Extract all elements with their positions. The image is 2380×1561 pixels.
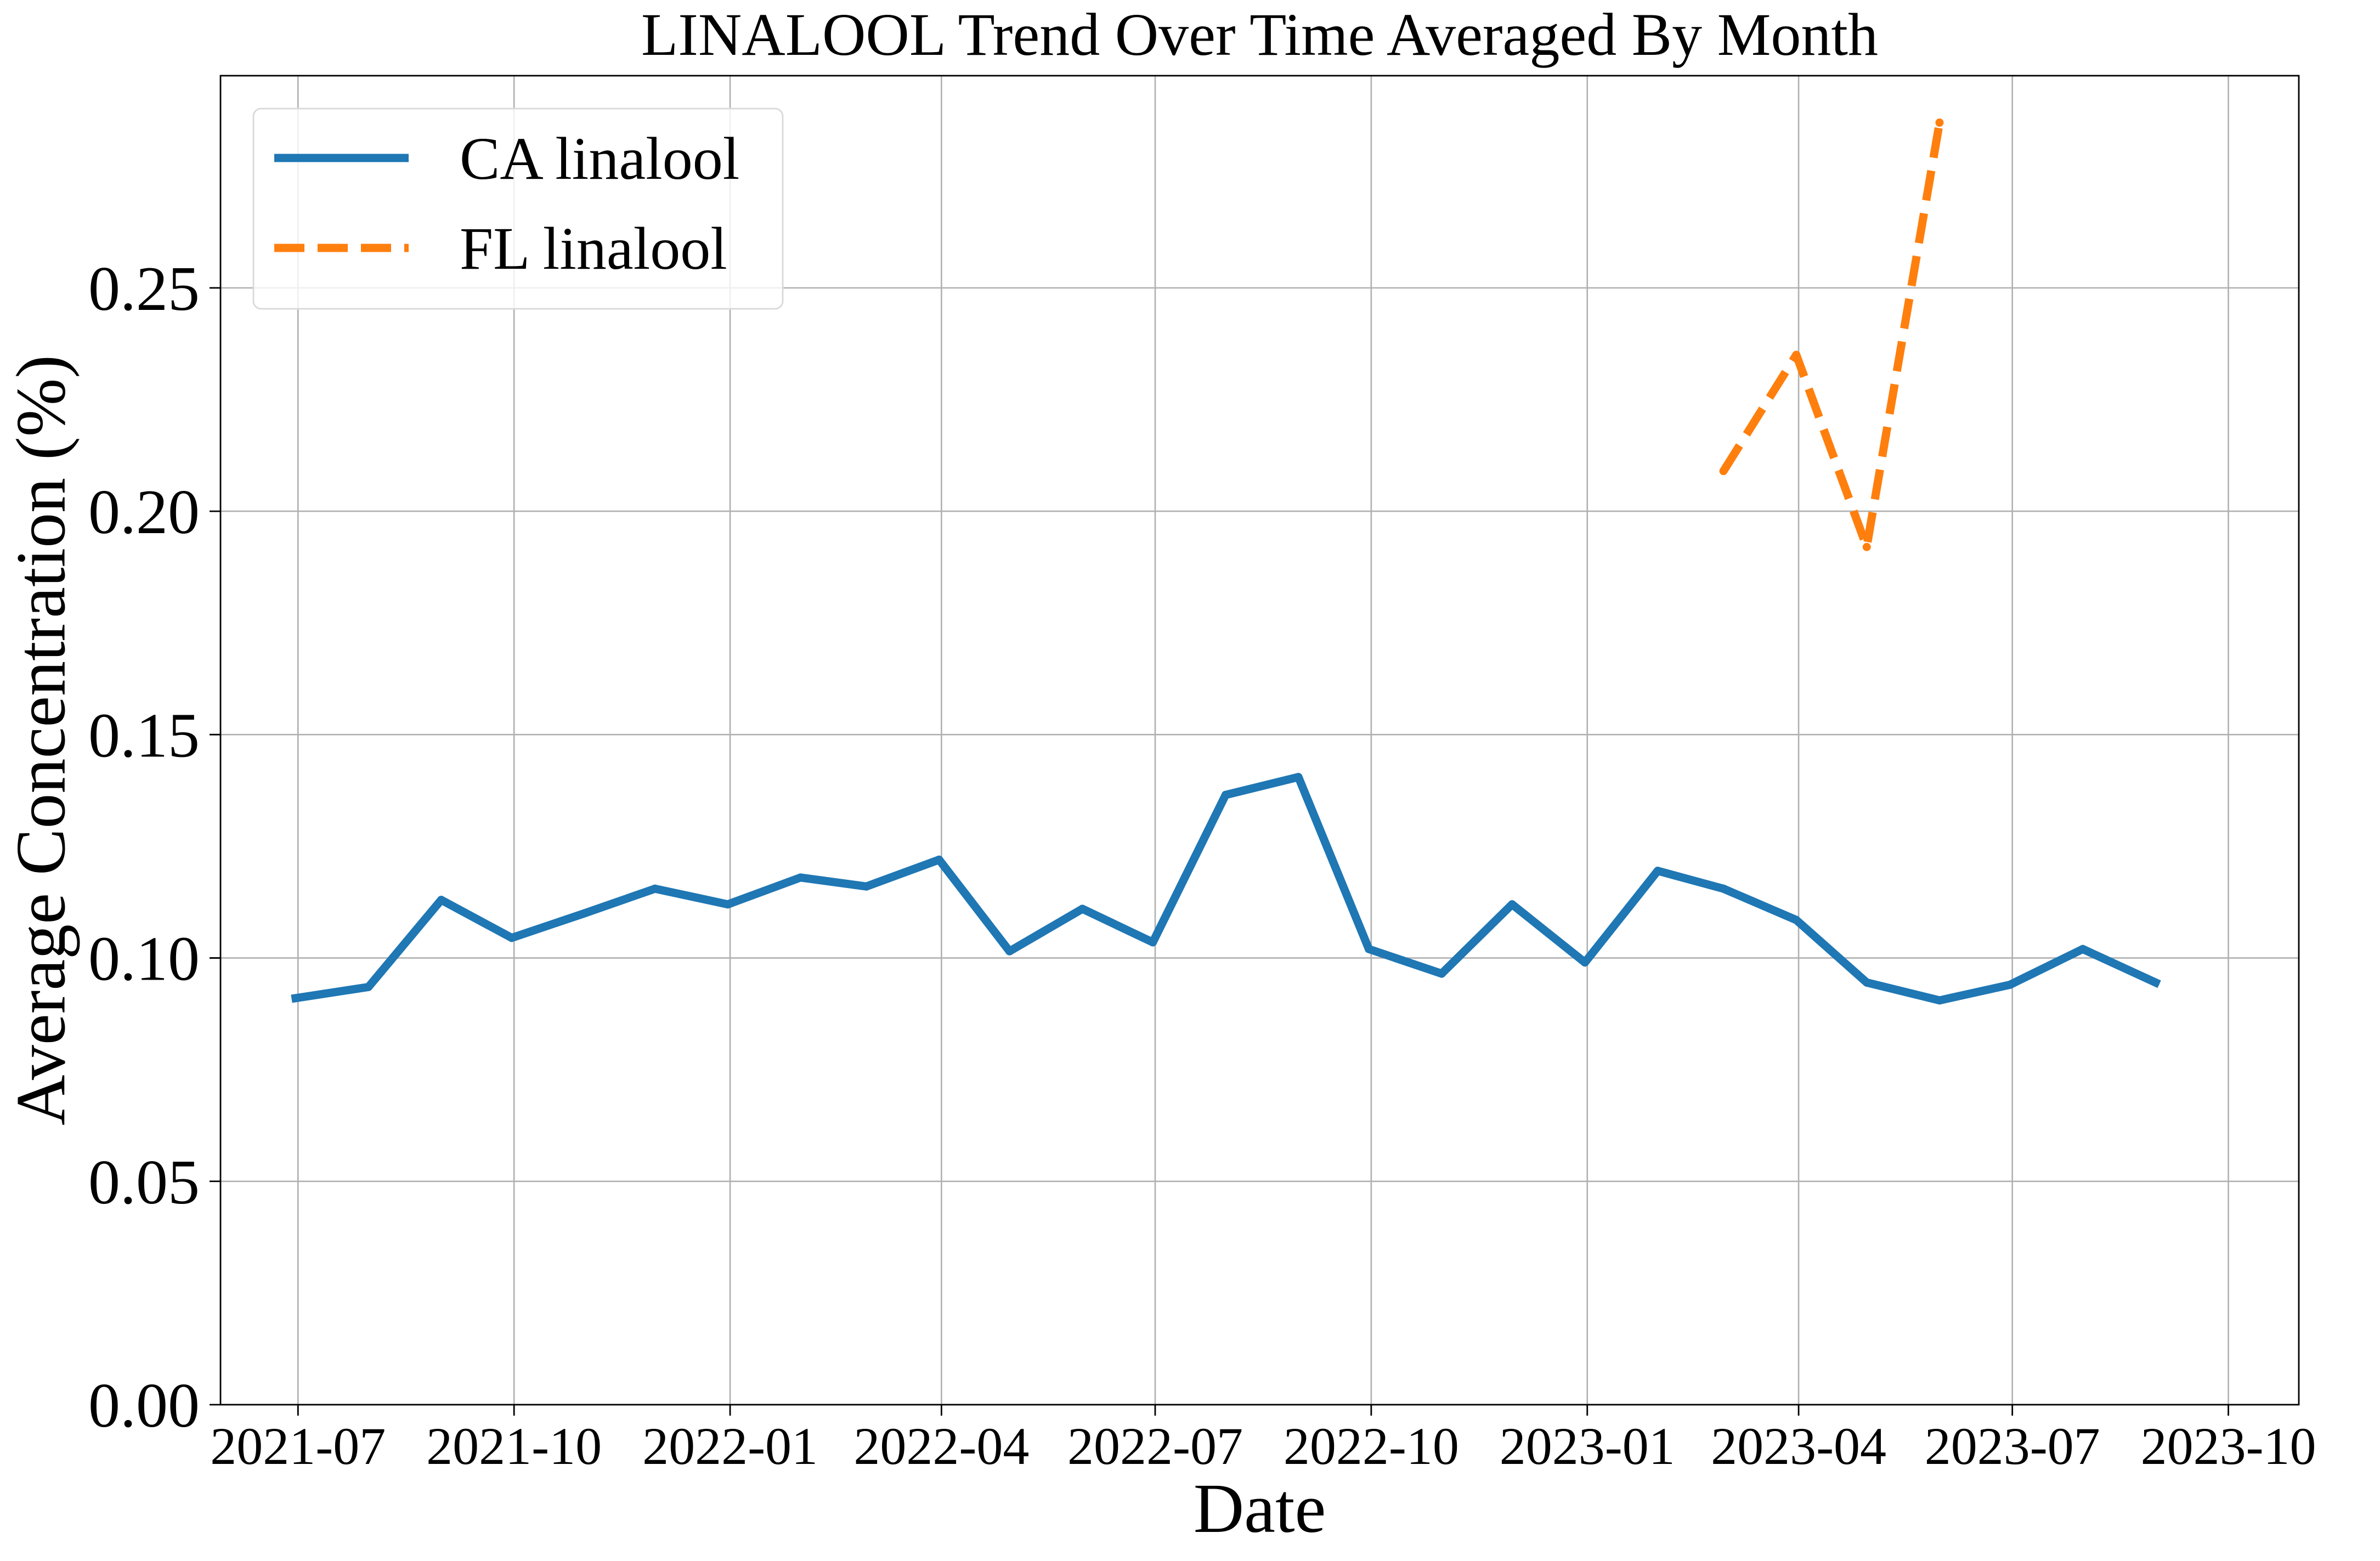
data-point-ca-linalool [1078,904,1087,913]
data-point-ca-linalool [1221,790,1230,799]
y-tick-label: 0.10 [88,924,200,994]
data-point-ca-linalool [862,882,870,891]
x-tick-label: 2022-07 [1067,1417,1243,1475]
legend-label-fl-linalool: FL linalool [460,215,727,282]
data-point-ca-linalool [291,994,300,1003]
chart-title: LINALOOL Trend Over Time Averaged By Mon… [641,1,1878,68]
x-tick-label: 2022-01 [642,1417,818,1475]
x-tick-label: 2021-07 [210,1417,386,1475]
data-point-ca-linalool [1862,978,1871,987]
data-point-ca-linalool [364,982,373,991]
legend: CA linalool FL linalool [252,108,784,310]
y-tick-label: 0.25 [88,254,200,324]
data-point-fl-linalool [1792,350,1801,359]
data-point-ca-linalool [1437,969,1446,978]
y-tick-label: 0.15 [88,700,200,771]
tick-layer: 2021-07 2021-10 2022-01 2022-04 2022-07 2022-… [88,254,2316,1475]
x-tick-label: 2023-01 [1500,1417,1675,1475]
y-tick-label: 0.00 [88,1371,200,1441]
data-point-fl-linalool [1935,118,1944,127]
x-tick-label: 2023-10 [2141,1417,2316,1475]
data-point-ca-linalool [1508,900,1517,909]
data-point-fl-linalool [1862,542,1871,551]
plot-area-frame [219,75,2300,1406]
data-point-ca-linalool [723,900,732,909]
data-point-ca-linalool [1935,996,1944,1005]
data-point-ca-linalool [2151,978,2160,987]
data-point-fl-linalool [1719,467,1728,476]
x-tick-label: 2023-04 [1711,1417,1886,1475]
x-tick-label: 2022-04 [853,1417,1029,1475]
data-point-ca-linalool [2005,980,2014,989]
data-point-ca-linalool [1149,938,1157,947]
data-point-ca-linalool [1005,947,1014,955]
x-tick-label: 2023-07 [1925,1417,2100,1475]
x-axis-title: Date [1194,1469,1326,1547]
legend-label-ca-linalool: CA linalool [460,125,739,192]
data-point-ca-linalool [507,934,516,942]
y-tick-label: 0.20 [88,477,200,547]
data-point-ca-linalool [1365,944,1373,953]
x-tick-label: 2022-10 [1284,1417,1459,1475]
data-point-ca-linalool [437,896,445,904]
data-point-ca-linalool [796,873,805,882]
data-point-ca-linalool [1294,773,1303,782]
data-point-ca-linalool [580,909,589,918]
data-point-ca-linalool [651,884,659,893]
data-point-ca-linalool [1719,884,1728,893]
data-point-ca-linalool [2078,944,2087,953]
data-point-ca-linalool [1580,958,1589,967]
data-point-ca-linalool [1653,867,1662,875]
y-axis-title: Average Concentration (%) [2,355,80,1125]
data-point-ca-linalool [1792,915,1801,924]
series-line-fl-linalool [1720,122,1944,551]
series-line-ca-linalool [291,773,2161,1005]
data-point-ca-linalool [935,855,943,864]
x-tick-label: 2021-10 [426,1417,602,1475]
y-tick-label: 0.05 [88,1147,200,1218]
series-layer [291,118,2161,1005]
